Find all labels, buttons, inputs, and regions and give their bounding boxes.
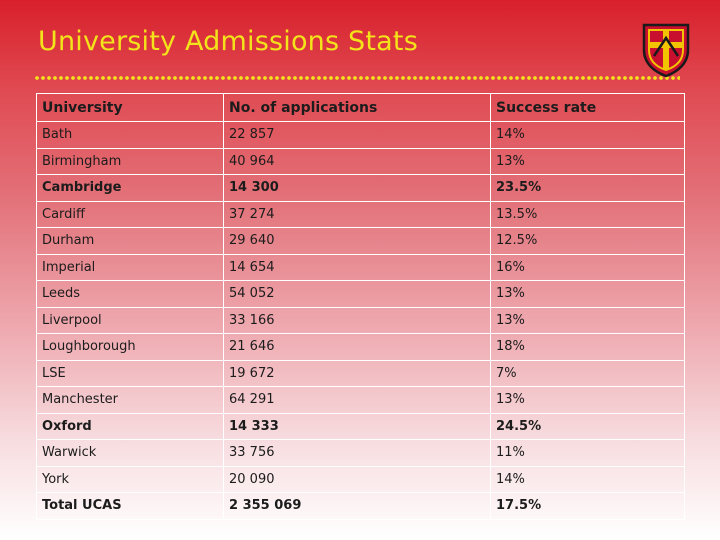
cell-applications: 14 300 — [223, 174, 491, 202]
cell-success-rate: 14% — [490, 465, 685, 493]
cell-success-rate: 23.5% — [490, 174, 685, 202]
cell-university: Birmingham — [36, 147, 224, 175]
table-row: Cambridge 14 300 23.5% — [36, 174, 685, 202]
cell-university: Cambridge — [36, 174, 224, 202]
cell-success-rate: 7% — [490, 359, 685, 387]
table-row: Cardiff 37 274 13.5% — [36, 200, 685, 228]
table-row: Warwick 33 756 11% — [36, 439, 685, 467]
cell-university: Oxford — [36, 412, 224, 440]
cell-university: Manchester — [36, 386, 224, 414]
slide-title: University Admissions Stats — [38, 26, 418, 57]
cell-success-rate: 11% — [490, 439, 685, 467]
cell-applications: 2 355 069 — [223, 492, 491, 520]
admissions-table: University No. of applications Success r… — [36, 93, 685, 520]
cell-university: Warwick — [36, 439, 224, 467]
cell-success-rate: 17.5% — [490, 492, 685, 520]
cell-applications: 14 654 — [223, 253, 491, 281]
column-header-university: University — [36, 93, 224, 122]
cell-applications: 33 166 — [223, 306, 491, 334]
cell-success-rate: 13% — [490, 147, 685, 175]
cell-university: LSE — [36, 359, 224, 387]
cell-university: Imperial — [36, 253, 224, 281]
cell-university: Leeds — [36, 280, 224, 308]
university-crest-icon — [642, 23, 690, 78]
cell-success-rate: 18% — [490, 333, 685, 361]
table-row: Bath 22 857 14% — [36, 121, 685, 149]
cell-applications: 54 052 — [223, 280, 491, 308]
table-row: Manchester 64 291 13% — [36, 386, 685, 414]
table-row: York 20 090 14% — [36, 465, 685, 493]
cell-university: Loughborough — [36, 333, 224, 361]
cell-applications: 33 756 — [223, 439, 491, 467]
table-row: Oxford 14 333 24.5% — [36, 412, 685, 440]
table-row: Liverpool 33 166 13% — [36, 306, 685, 334]
cell-success-rate: 13% — [490, 280, 685, 308]
cell-university: York — [36, 465, 224, 493]
cell-university: Bath — [36, 121, 224, 149]
table-row: Leeds 54 052 13% — [36, 280, 685, 308]
cell-applications: 19 672 — [223, 359, 491, 387]
cell-success-rate: 14% — [490, 121, 685, 149]
cell-applications: 40 964 — [223, 147, 491, 175]
column-header-success-rate: Success rate — [490, 93, 685, 122]
table-row: Durham 29 640 12.5% — [36, 227, 685, 255]
cell-applications: 64 291 — [223, 386, 491, 414]
cell-university: Cardiff — [36, 200, 224, 228]
column-header-applications: No. of applications — [223, 93, 491, 122]
table-header-row: University No. of applications Success r… — [36, 93, 685, 122]
table-row-total: Total UCAS 2 355 069 17.5% — [36, 492, 685, 520]
cell-success-rate: 16% — [490, 253, 685, 281]
table-row: Imperial 14 654 16% — [36, 253, 685, 281]
cell-university: Total UCAS — [36, 492, 224, 520]
table-row: LSE 19 672 7% — [36, 359, 685, 387]
cell-applications: 29 640 — [223, 227, 491, 255]
cell-applications: 14 333 — [223, 412, 491, 440]
cell-success-rate: 13.5% — [490, 200, 685, 228]
table-row: Birmingham 40 964 13% — [36, 147, 685, 175]
cell-applications: 20 090 — [223, 465, 491, 493]
cell-applications: 21 646 — [223, 333, 491, 361]
table-row: Loughborough 21 646 18% — [36, 333, 685, 361]
cell-success-rate: 12.5% — [490, 227, 685, 255]
cell-applications: 22 857 — [223, 121, 491, 149]
cell-university: Liverpool — [36, 306, 224, 334]
cell-applications: 37 274 — [223, 200, 491, 228]
cell-university: Durham — [36, 227, 224, 255]
cell-success-rate: 13% — [490, 306, 685, 334]
cell-success-rate: 24.5% — [490, 412, 685, 440]
cell-success-rate: 13% — [490, 386, 685, 414]
dotted-divider — [34, 74, 680, 82]
